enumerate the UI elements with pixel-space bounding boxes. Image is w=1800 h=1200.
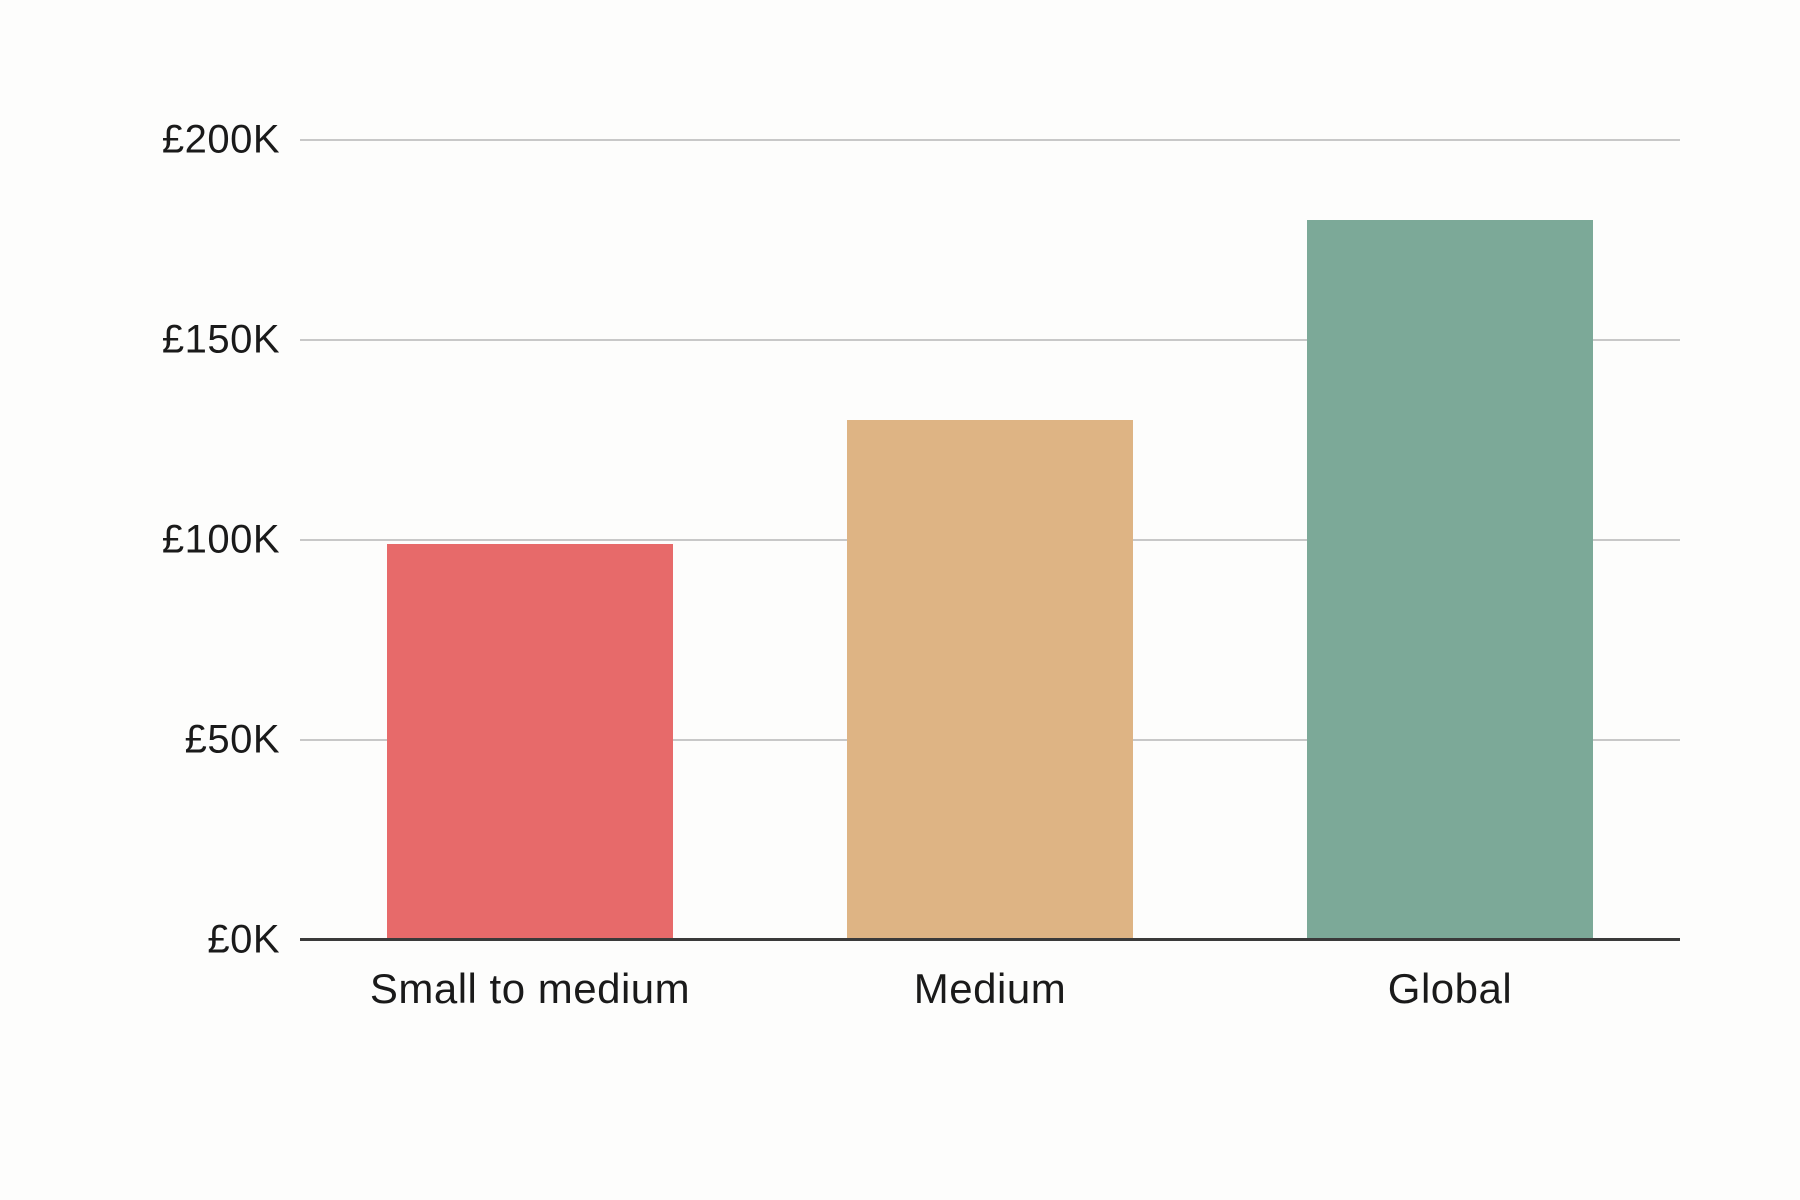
y-tick-label: £200K <box>162 118 280 163</box>
x-tick-label: Small to medium <box>370 965 690 1013</box>
bar-chart: £0K £50K £100K £150K £200K Small to medium Med… <box>140 120 1700 1040</box>
baseline <box>300 938 1680 941</box>
bar-2 <box>1307 220 1592 940</box>
y-tick-label: £100K <box>162 518 280 563</box>
y-tick-label: £0K <box>207 918 280 963</box>
y-tick-label: £150K <box>162 318 280 363</box>
x-tick-label: Global <box>1388 965 1512 1013</box>
bar-0 <box>387 544 672 940</box>
plot-area: £0K£50K£100K£150K£200KSmall to mediumMed… <box>300 140 1680 940</box>
y-tick-label: £50K <box>185 718 280 763</box>
gridline <box>300 139 1680 141</box>
bar-1 <box>847 420 1132 940</box>
x-tick-label: Medium <box>914 965 1066 1013</box>
